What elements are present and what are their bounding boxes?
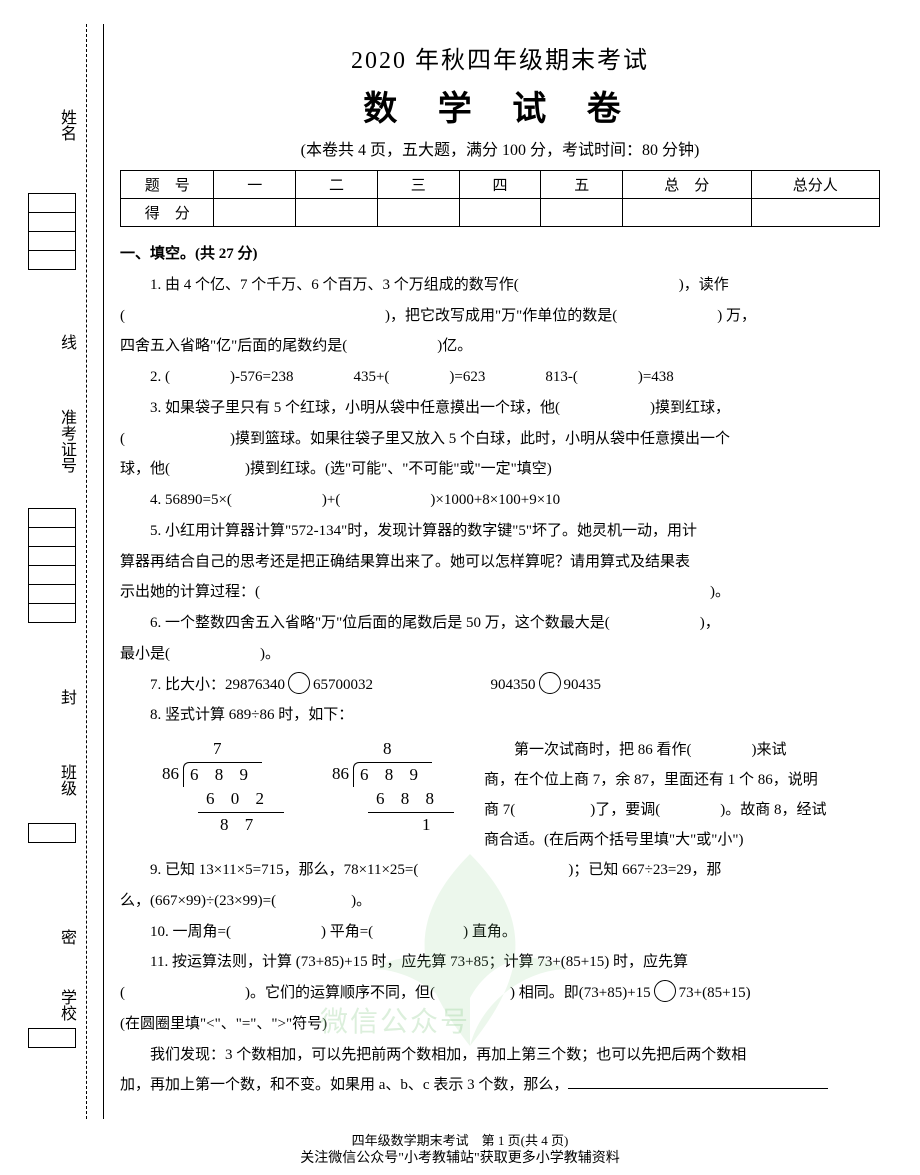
blank-line bbox=[568, 1074, 828, 1089]
score-blank-cell bbox=[459, 199, 541, 227]
compare-circle bbox=[288, 672, 310, 694]
score-header-cell: 二 bbox=[296, 171, 378, 199]
q1-text: 1. 由 4 个亿、7 个千万、6 个百万、3 个万组成的数写作( bbox=[150, 277, 519, 293]
q7-text: 7. 比大小：2987634065700032 90435090435 bbox=[120, 670, 880, 701]
binding-label: 姓名 bbox=[54, 109, 78, 141]
score-row-label: 得 分 bbox=[121, 199, 214, 227]
binding-label: 线 bbox=[54, 334, 78, 350]
header-subtitle: (本卷共 4 页，五大题，满分 100 分，考试时间：80 分钟) bbox=[120, 136, 880, 160]
score-blank-cell bbox=[541, 199, 623, 227]
score-header-cell: 四 bbox=[459, 171, 541, 199]
q6-text: 6. 一个整数四舍五入省略"万"位后面的尾数后是 50 万，这个数最大是( )， bbox=[120, 608, 880, 639]
long-division-group: 7866 8 96 0 28 7 8866 8 96 8 81 bbox=[162, 737, 454, 838]
binding-box bbox=[28, 508, 76, 528]
header-line1: 2020 年秋四年级期末考试 bbox=[120, 40, 880, 75]
q11-text: 11. 按运算法则，计算 (73+85)+15 时，应先算 73+85；计算 7… bbox=[120, 947, 880, 978]
binding-label: 准考证号 bbox=[54, 409, 78, 473]
compare-circle bbox=[539, 672, 561, 694]
q9-text: 9. 已知 13×11×5=715，那么，78×11×25=( )；已知 667… bbox=[120, 855, 880, 886]
score-blank-cell bbox=[623, 199, 751, 227]
page-footer-2: 关注微信公众号"小考教辅站"获取更多小学教辅资料 bbox=[0, 1147, 920, 1167]
compare-circle bbox=[654, 980, 676, 1002]
section1-title: 一、填空。(共 27 分) bbox=[120, 239, 880, 270]
q4-text: 4. 56890=5×( )+( )×1000+8×100+9×10 bbox=[120, 485, 880, 516]
score-blank-cell bbox=[296, 199, 378, 227]
binding-box bbox=[28, 603, 76, 623]
binding-box bbox=[28, 231, 76, 251]
q8-explanation: 第一次试商时，把 86 看作( )来试 商，在个位上商 7，余 87，里面还有 … bbox=[484, 731, 880, 855]
binding-box bbox=[28, 212, 76, 232]
q5-text: 5. 小红用计算器计算"572-134"时，发现计算器的数字键"5"坏了。她灵机… bbox=[120, 516, 880, 547]
binding-label: 班级 bbox=[54, 764, 78, 796]
binding-box bbox=[28, 584, 76, 604]
score-blank-cell bbox=[377, 199, 459, 227]
score-blank-cell bbox=[751, 199, 879, 227]
header-line2: 数 学 试 卷 bbox=[120, 81, 880, 130]
binding-label: 密 bbox=[54, 929, 78, 945]
binding-box bbox=[28, 565, 76, 585]
q2-text: 2. ( )-576=238 435+( )=623 813-( )=438 bbox=[120, 362, 880, 393]
long-division-1: 7866 8 96 0 28 7 bbox=[162, 737, 284, 838]
score-header-cell: 总 分 bbox=[623, 171, 751, 199]
binding-margin: 姓名线准考证号封班级密学校 bbox=[18, 24, 113, 1119]
score-header-cell: 五 bbox=[541, 171, 623, 199]
binding-box bbox=[28, 1028, 76, 1048]
binding-label: 学校 bbox=[54, 989, 78, 1021]
score-table: 题 号一二三四五总 分总分人 得 分 bbox=[120, 170, 880, 227]
q3-text: 3. 如果袋子里只有 5 个红球，小明从袋中任意摸出一个球，他( )摸到红球， bbox=[120, 393, 880, 424]
binding-box bbox=[28, 527, 76, 547]
score-header-cell: 三 bbox=[377, 171, 459, 199]
exam-header: 2020 年秋四年级期末考试 数 学 试 卷 (本卷共 4 页，五大题，满分 1… bbox=[120, 40, 880, 160]
score-blank-cell bbox=[214, 199, 296, 227]
binding-box bbox=[28, 546, 76, 566]
score-header-cell: 总分人 bbox=[751, 171, 879, 199]
binding-box bbox=[28, 193, 76, 213]
score-header-cell: 一 bbox=[214, 171, 296, 199]
binding-box bbox=[28, 823, 76, 843]
q10-text: 10. 一周角=( ) 平角=( ) 直角。 bbox=[120, 917, 880, 948]
binding-label: 封 bbox=[54, 689, 78, 705]
binding-box bbox=[28, 250, 76, 270]
q8-title: 8. 竖式计算 689÷86 时，如下： bbox=[120, 700, 880, 731]
long-division-2: 8866 8 96 8 81 bbox=[332, 737, 454, 838]
score-header-cell: 题 号 bbox=[121, 171, 214, 199]
content-body: 一、填空。(共 27 分) 1. 由 4 个亿、7 个千万、6 个百万、3 个万… bbox=[120, 239, 880, 1101]
